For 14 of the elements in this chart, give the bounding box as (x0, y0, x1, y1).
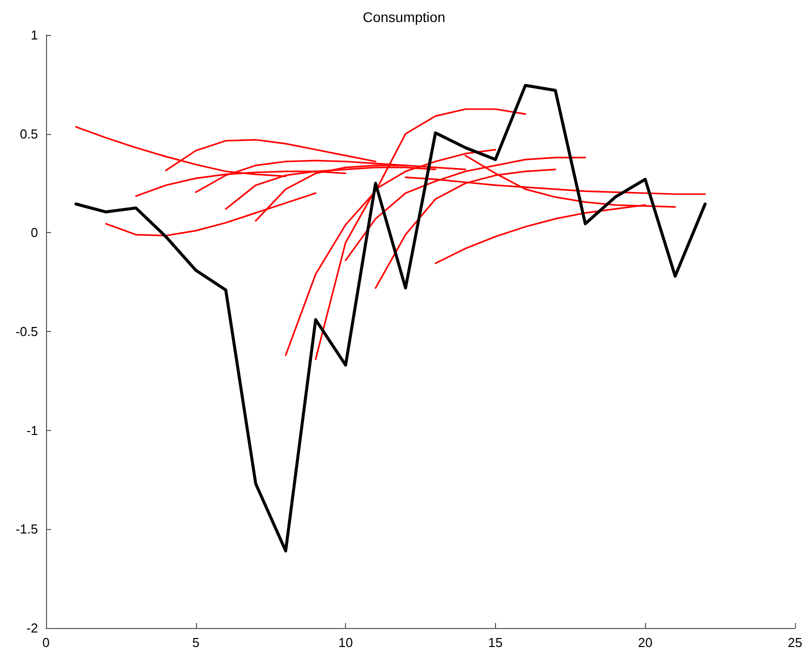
y-tick-label: -1.5 (16, 522, 38, 537)
y-tick-label: 0.5 (20, 126, 38, 142)
y-tick-label: -1 (26, 422, 38, 438)
x-tick-label: 25 (788, 635, 802, 650)
y-tick-label: 1 (30, 28, 38, 42)
x-tick-label: 5 (192, 635, 200, 650)
x-tick-label: 0 (42, 635, 50, 650)
chart-title: Consumption (362, 9, 446, 25)
y-tick-label: 0 (30, 225, 38, 240)
x-tick-label: 10 (338, 635, 353, 650)
y-tick-label: -2 (26, 620, 38, 636)
x-tick-label: 15 (488, 635, 503, 650)
y-tick-label: -0.5 (16, 324, 38, 339)
x-tick-label: 20 (638, 635, 652, 650)
